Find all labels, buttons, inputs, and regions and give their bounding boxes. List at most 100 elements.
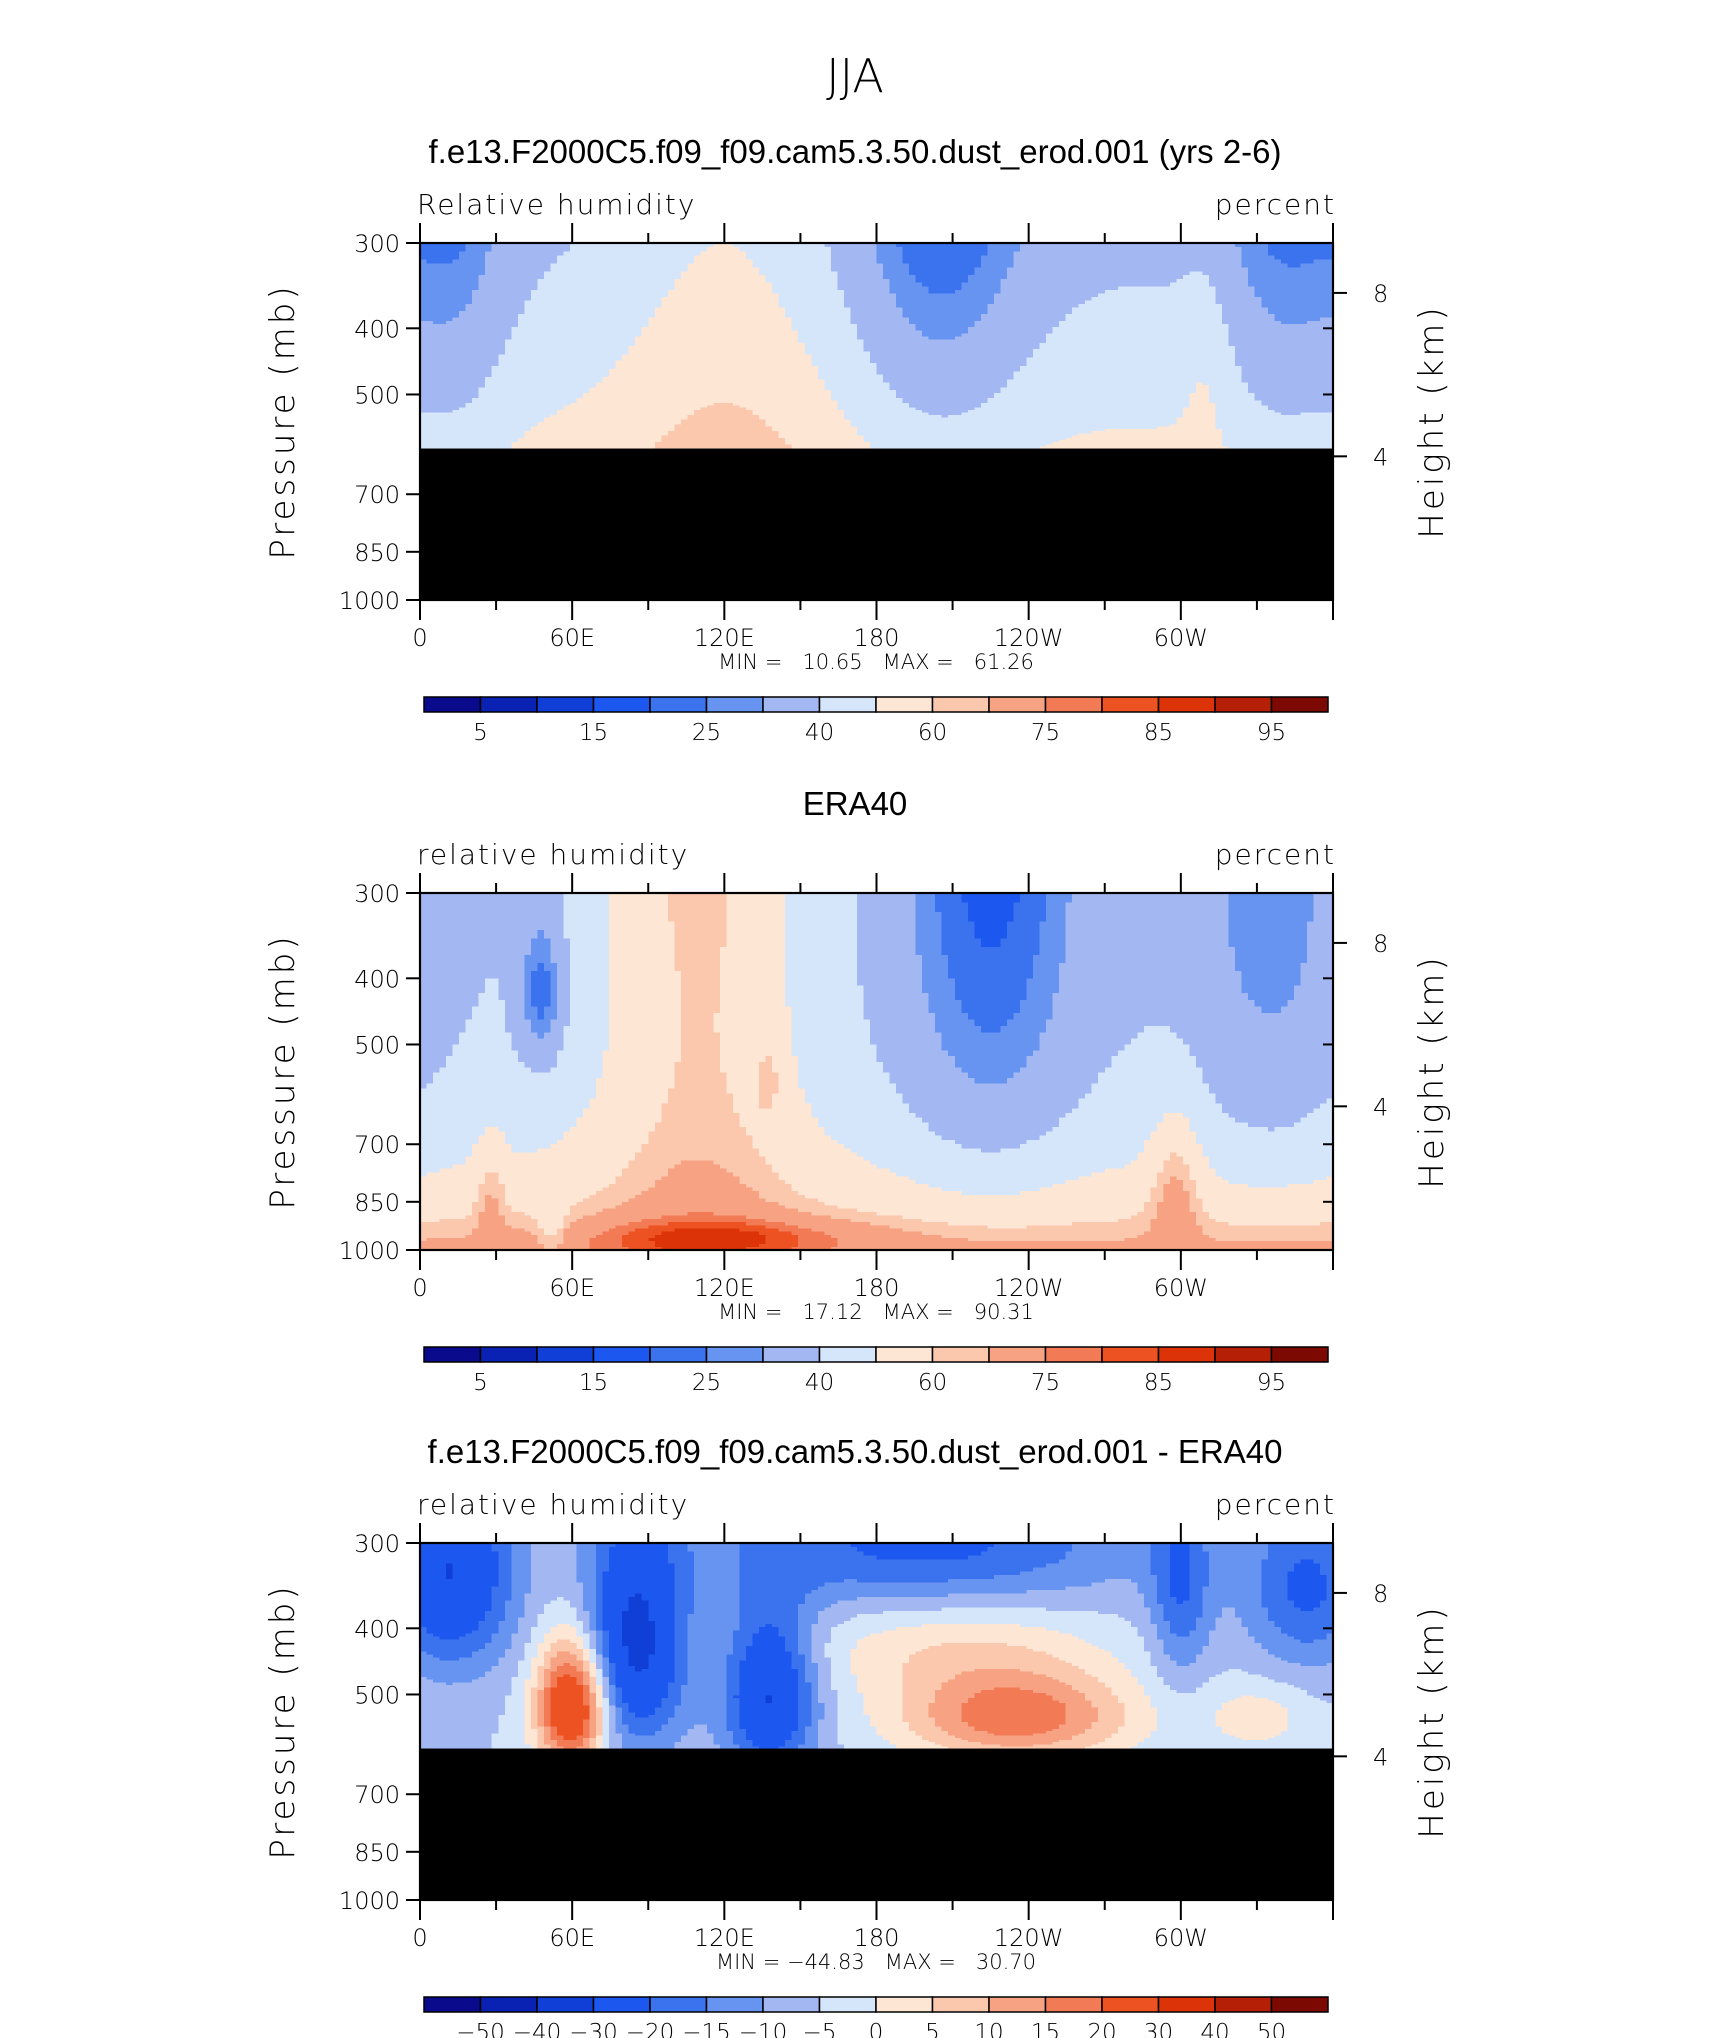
contour-cell bbox=[726, 297, 734, 302]
contour-cell bbox=[1261, 297, 1269, 302]
contour-cell bbox=[739, 348, 747, 353]
contour-cell bbox=[667, 267, 675, 272]
contour-cell bbox=[446, 327, 454, 332]
contour-cell bbox=[478, 348, 486, 353]
contour-cell bbox=[1013, 259, 1021, 265]
contour-cell bbox=[472, 289, 480, 295]
contour-cell bbox=[1013, 304, 1021, 309]
contour-cell bbox=[1183, 327, 1191, 332]
contour-cell bbox=[1261, 259, 1269, 265]
contour-cell bbox=[817, 243, 825, 248]
contour-cell bbox=[843, 351, 852, 356]
contour-cell bbox=[439, 307, 447, 312]
contour-cell bbox=[687, 278, 695, 284]
contour-cell bbox=[602, 243, 610, 248]
contour-cell bbox=[817, 251, 825, 257]
contour-cell bbox=[772, 317, 780, 322]
contour-cell bbox=[1124, 348, 1132, 353]
contour-cell bbox=[622, 357, 630, 361]
contour-cell bbox=[1039, 333, 1047, 338]
contour-cell bbox=[1248, 255, 1256, 261]
contour-cell bbox=[1091, 263, 1099, 268]
contour-cell bbox=[472, 320, 480, 325]
contour-cell bbox=[1189, 304, 1197, 309]
contour-cell bbox=[543, 330, 552, 335]
contour-cell bbox=[485, 348, 493, 353]
contour-cell bbox=[524, 259, 532, 265]
contour-cell bbox=[459, 330, 467, 335]
contour-cell bbox=[452, 342, 460, 347]
contour-cell bbox=[987, 336, 995, 341]
contour-cell bbox=[628, 271, 636, 276]
contour-cell bbox=[948, 348, 956, 353]
contour-cell bbox=[967, 259, 975, 265]
contour-cell bbox=[896, 357, 904, 361]
contour-cell bbox=[478, 297, 486, 302]
contour-cell bbox=[1313, 314, 1321, 319]
contour-cell bbox=[1248, 259, 1256, 265]
contour-cell bbox=[1202, 304, 1210, 309]
contour-cell bbox=[596, 271, 604, 276]
contour-cell bbox=[1209, 293, 1217, 298]
contour-cell bbox=[1137, 339, 1145, 344]
contour-cell bbox=[928, 357, 936, 361]
contour-cell bbox=[596, 345, 604, 350]
contour-cell bbox=[941, 330, 949, 335]
contour-cell bbox=[1117, 330, 1125, 335]
contour-cell bbox=[589, 314, 597, 319]
contour-cell bbox=[1280, 278, 1288, 284]
contour-cell bbox=[733, 324, 741, 328]
contour-cell bbox=[550, 336, 558, 341]
contour-cell bbox=[954, 339, 962, 344]
contour-cell bbox=[609, 247, 617, 252]
figure-title: JJA bbox=[826, 49, 884, 103]
contour-cell bbox=[1156, 327, 1165, 332]
contour-cell bbox=[706, 330, 715, 335]
contour-cell bbox=[674, 336, 682, 341]
contour-cell bbox=[1254, 351, 1262, 356]
contour-cell bbox=[817, 282, 825, 287]
contour-cell bbox=[980, 317, 988, 322]
contour-cell bbox=[883, 345, 891, 350]
contour-cell bbox=[1287, 320, 1295, 325]
contour-cell bbox=[785, 363, 793, 367]
contour-cell bbox=[641, 304, 649, 309]
contour-cell bbox=[1137, 345, 1145, 350]
contour-cell bbox=[622, 363, 630, 367]
contour-cell bbox=[759, 333, 767, 338]
contour-cell bbox=[517, 243, 525, 248]
contour-cell bbox=[1026, 263, 1034, 268]
contour-cell bbox=[1111, 317, 1119, 322]
contour-cell bbox=[465, 357, 473, 361]
contour-cell bbox=[498, 297, 506, 302]
contour-cell bbox=[1156, 351, 1165, 356]
contour-cell bbox=[596, 275, 604, 280]
contour-cell bbox=[889, 357, 897, 361]
contour-cell bbox=[804, 286, 812, 291]
contour-cell bbox=[1019, 351, 1028, 356]
contour-cell bbox=[498, 293, 506, 298]
contour-cell bbox=[713, 348, 721, 353]
contour-cell bbox=[1189, 314, 1197, 319]
contour-cell bbox=[1274, 289, 1282, 295]
contour-cell bbox=[511, 251, 519, 257]
contour-cell bbox=[543, 336, 552, 341]
contour-cell bbox=[713, 339, 721, 344]
contour-cell bbox=[843, 327, 852, 332]
contour-cell bbox=[752, 339, 760, 344]
contour-cell bbox=[876, 314, 884, 319]
contour-cell bbox=[641, 263, 649, 268]
contour-cell bbox=[602, 339, 610, 344]
contour-cell bbox=[739, 278, 747, 284]
contour-cell bbox=[498, 286, 506, 291]
contour-cell bbox=[1293, 314, 1301, 319]
contour-cell bbox=[987, 320, 995, 325]
contour-cell bbox=[811, 314, 819, 319]
contour-cell bbox=[459, 320, 467, 325]
contour-cell bbox=[791, 304, 799, 309]
contour-cell bbox=[1183, 324, 1191, 328]
contour-cell bbox=[974, 327, 982, 332]
contour-cell bbox=[615, 297, 623, 302]
contour-cell bbox=[1319, 339, 1328, 344]
contour-cell bbox=[948, 247, 956, 252]
